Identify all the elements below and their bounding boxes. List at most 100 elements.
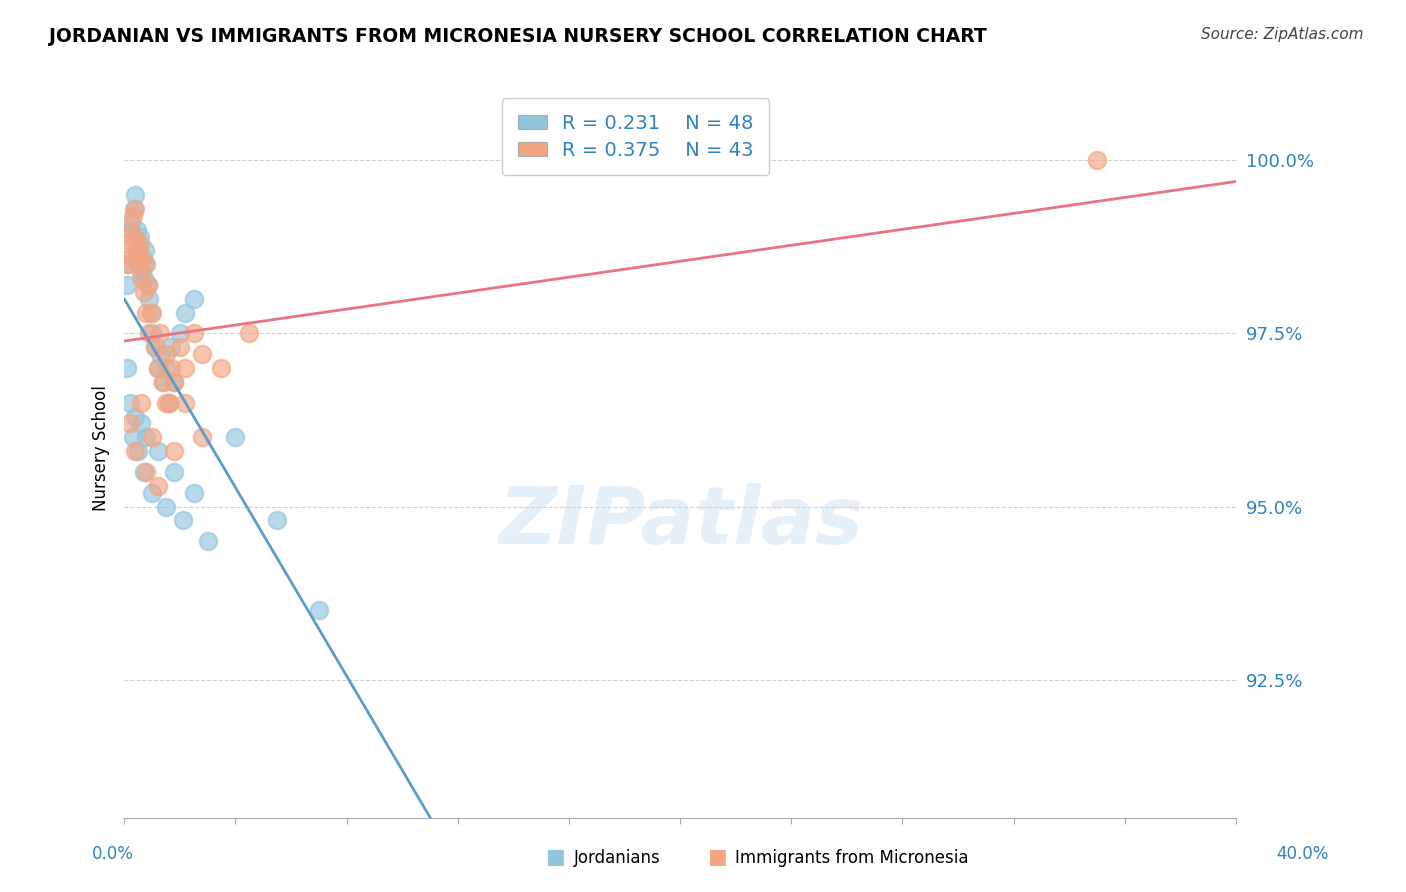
Point [141,326,163,341]
Point [143,340,166,354]
Point [160,361,183,376]
Point [172,513,194,527]
Point [155,347,177,361]
Point [160,340,183,354]
Point [124,444,146,458]
Point [125,244,148,258]
Point [152,375,174,389]
Point [224,430,246,444]
Point [155,395,177,409]
Point [127,444,149,458]
Point [136,278,159,293]
Point [146,444,169,458]
Point [163,444,186,458]
Point [141,485,163,500]
Point [124,188,146,202]
Point [146,361,169,376]
Point [115,257,138,271]
Point [135,306,157,320]
Point [115,361,138,376]
Point [136,278,159,293]
Point [131,251,153,265]
Point [118,222,141,236]
Point [174,395,197,409]
Point [128,229,150,244]
Point [163,375,186,389]
Point [139,306,162,320]
Point [183,485,205,500]
Point [183,326,205,341]
Y-axis label: Nursery School: Nursery School [93,384,110,510]
Point [128,236,150,251]
Point [169,340,191,354]
Point [155,500,177,514]
Point [157,395,180,409]
Point [115,278,138,293]
Point [129,271,152,285]
Point [135,465,157,479]
Point [238,326,260,341]
Point [118,395,141,409]
Text: Jordanians: Jordanians [574,849,661,867]
Point [117,236,139,251]
Text: ZIPatlas: ZIPatlas [498,483,863,561]
Point [138,326,160,341]
Text: ■: ■ [707,847,727,867]
Point [129,417,152,431]
Point [1085,153,1108,168]
Point [138,292,160,306]
Point [122,202,145,216]
Text: Source: ZipAtlas.com: Source: ZipAtlas.com [1201,27,1364,42]
Point [143,340,166,354]
Point [134,244,156,258]
Point [152,375,174,389]
Point [191,430,214,444]
Point [122,229,145,244]
Point [125,222,148,236]
Text: JORDANIAN VS IMMIGRANTS FROM MICRONESIA NURSERY SCHOOL CORRELATION CHART: JORDANIAN VS IMMIGRANTS FROM MICRONESIA … [49,27,987,45]
Point [135,430,157,444]
Text: 40.0%: 40.0% [1277,846,1329,863]
Point [169,326,191,341]
Point [134,257,156,271]
Point [131,251,153,265]
Point [127,257,149,271]
Point [121,430,143,444]
Point [157,395,180,409]
Point [127,244,149,258]
Point [121,209,143,223]
Point [120,251,142,265]
Point [121,236,143,251]
Point [135,257,157,271]
Point [146,361,169,376]
Point [129,264,152,278]
Point [117,257,139,271]
Point [163,375,186,389]
Text: Immigrants from Micronesia: Immigrants from Micronesia [735,849,969,867]
Point [129,395,152,409]
Point [163,465,186,479]
Point [191,347,214,361]
Point [118,222,141,236]
Point [174,306,197,320]
Legend: R = 0.231    N = 48, R = 0.375    N = 43: R = 0.231 N = 48, R = 0.375 N = 43 [502,98,769,175]
Point [132,285,155,299]
Point [197,534,219,549]
Text: 0.0%: 0.0% [91,846,134,863]
Point [124,202,146,216]
Point [120,216,142,230]
Point [141,430,163,444]
Point [124,409,146,424]
Point [141,306,163,320]
Point [118,417,141,431]
Point [183,292,205,306]
Point [174,361,197,376]
Text: ■: ■ [546,847,565,867]
Point [266,513,288,527]
Point [149,326,172,341]
Point [308,603,330,617]
Point [132,271,155,285]
Point [149,347,172,361]
Point [146,479,169,493]
Point [155,361,177,376]
